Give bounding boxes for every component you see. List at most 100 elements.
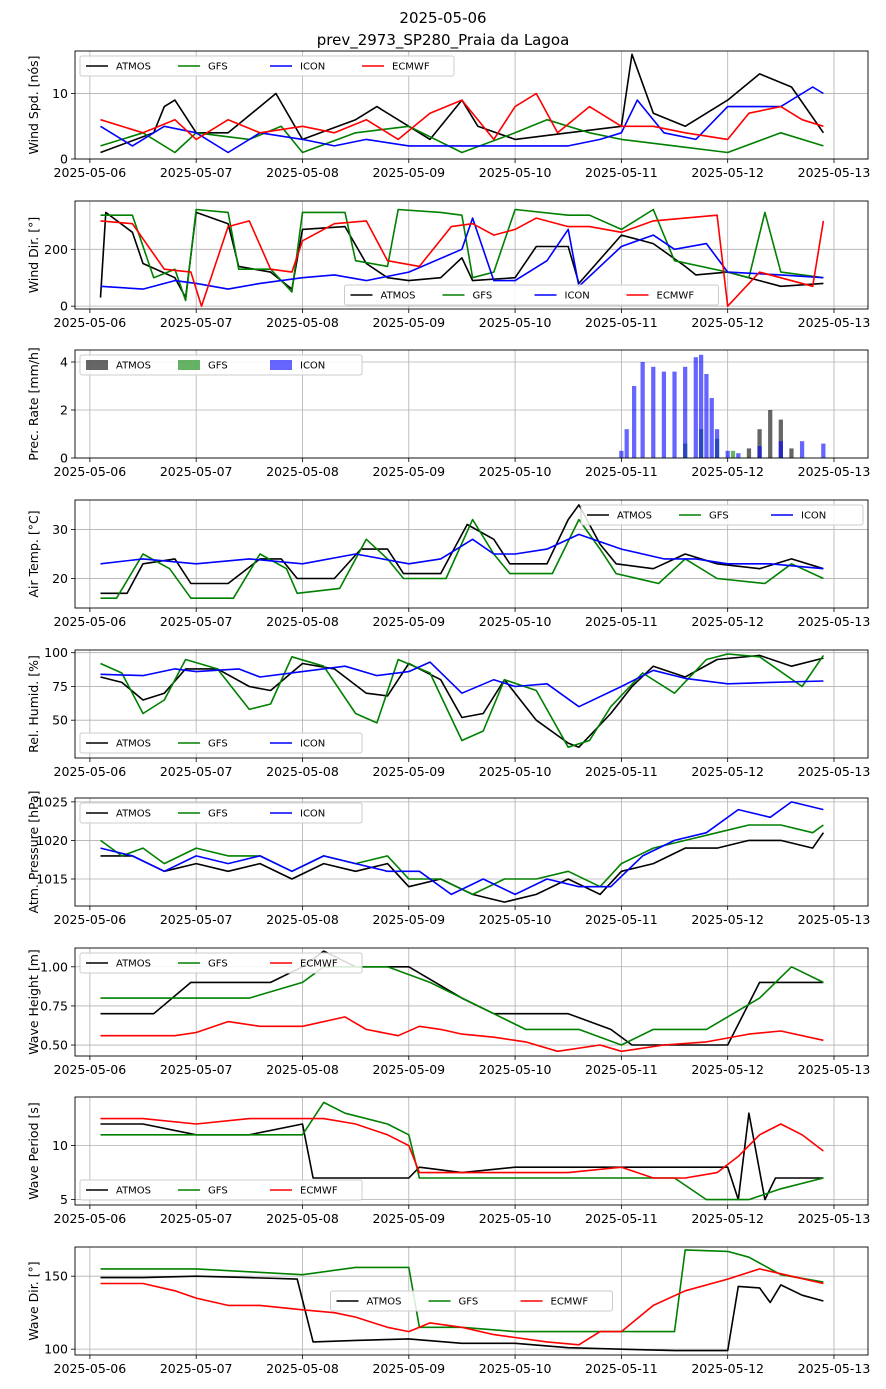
legend-label: ECMWF	[392, 62, 430, 73]
x-tick-label: 2025-05-10	[479, 1211, 552, 1226]
x-tick-label: 2025-05-08	[266, 912, 339, 927]
x-tick-label: 2025-05-11	[585, 912, 658, 927]
bar-icon	[640, 362, 645, 458]
x-tick-label: 2025-05-07	[160, 464, 233, 479]
axes-frame	[74, 947, 869, 1057]
legend-label: ATMOS	[116, 1186, 151, 1197]
legend-label: ECMWF	[300, 1186, 338, 1197]
legend-frame	[330, 1290, 613, 1312]
chart-panel: 2025-05-06 2025-05-07 2025-05-08 2025-05-09…	[26, 50, 871, 180]
x-tick-label: 2025-05-12	[691, 315, 764, 330]
bar-atmos	[768, 410, 773, 458]
x-tick-label: 2025-05-13	[798, 165, 871, 180]
y-tick-label: 100	[44, 1342, 68, 1357]
x-tick-label: 2025-05-09	[372, 614, 445, 629]
bar-atmos	[757, 429, 762, 458]
figure-title-line2: prev_2973_SP280_Praia da Lagoa	[317, 31, 570, 50]
plot-area	[100, 504, 824, 600]
axes-frame	[74, 1246, 869, 1356]
legend: ATMOS GFS ICON ECMWF	[79, 55, 455, 77]
legend: ATMOS GFS ICON	[79, 354, 363, 376]
x-tick-label: 2025-05-12	[691, 1211, 764, 1226]
legend-label: ATMOS	[381, 291, 416, 302]
x-tick-label: 2025-05-10	[479, 614, 552, 629]
legend-label: ATMOS	[367, 1297, 402, 1308]
y-tick-label: 1025	[36, 794, 68, 809]
series-line-ecmwf	[100, 92, 824, 141]
chart-panel: 2025-05-06 2025-05-07 2025-05-08 2025-05-09…	[26, 645, 870, 779]
x-tick-label: 2025-05-11	[585, 1062, 658, 1077]
bar-icon	[683, 366, 688, 458]
x-tick-label: 2025-05-07	[160, 315, 233, 330]
plot-area	[99, 208, 825, 308]
bar-icon	[661, 371, 667, 458]
y-tick-label: 200	[44, 242, 68, 257]
axes-frame	[74, 797, 869, 907]
axes-frame	[74, 649, 869, 759]
chart-panel: 2025-05-06 2025-05-07 2025-05-08 2025-05-09…	[26, 499, 871, 629]
x-tick-label: 2025-05-08	[266, 464, 339, 479]
x-tick-label: 2025-05-13	[798, 1211, 871, 1226]
x-tick-label: 2025-05-08	[266, 764, 339, 779]
legend-label: ECMWF	[300, 959, 338, 970]
legend-frame	[580, 504, 864, 526]
x-tick-label: 2025-05-06	[54, 165, 127, 180]
x-tick-label: 2025-05-12	[691, 1062, 764, 1077]
x-tick-label: 2025-05-13	[798, 912, 871, 927]
x-tick-label: 2025-05-13	[798, 464, 871, 479]
x-tick-label: 2025-05-08	[266, 1361, 339, 1376]
legend-swatch	[270, 360, 292, 370]
legend-frame	[79, 952, 363, 974]
legend-label: GFS	[208, 809, 228, 820]
x-tick-label: 2025-05-13	[798, 1361, 871, 1376]
x-tick-label: 2025-05-13	[798, 614, 871, 629]
x-tick-label: 2025-05-10	[479, 912, 552, 927]
y-axis-label: Wind Spd. [nós]	[26, 56, 41, 155]
plot-area	[100, 1249, 824, 1352]
x-tick-label: 2025-05-06	[54, 1211, 127, 1226]
bar-icon	[709, 398, 714, 458]
chart-panel: 2025-05-06 2025-05-07 2025-05-08 2025-05-09…	[26, 1246, 871, 1376]
y-tick-label: 1015	[36, 872, 68, 887]
series-line-atmos	[100, 53, 825, 154]
bar-icon	[821, 443, 826, 458]
series-line-ecmwf	[100, 1016, 824, 1053]
plot-area	[100, 1101, 824, 1201]
y-axis-label: Air Temp. [°C]	[26, 510, 41, 597]
y-axis-label: Rel. Humid. [%]	[26, 655, 41, 753]
x-tick-label: 2025-05-09	[372, 1361, 445, 1376]
x-tick-label: 2025-05-12	[691, 464, 764, 479]
x-tick-label: 2025-05-07	[160, 614, 233, 629]
series-line-gfs	[100, 824, 824, 896]
legend-label: GFS	[208, 739, 228, 750]
y-tick-label: 1020	[36, 833, 68, 848]
bar-icon	[799, 441, 805, 458]
y-tick-label: 0	[60, 451, 68, 466]
y-tick-label: 0	[60, 299, 68, 314]
series-line-ecmwf	[100, 214, 825, 308]
x-tick-label: 2025-05-09	[372, 464, 445, 479]
x-tick-label: 2025-05-11	[585, 165, 658, 180]
series-line-atmos	[100, 832, 825, 903]
x-tick-label: 2025-05-11	[585, 315, 658, 330]
bar-atmos	[778, 419, 783, 458]
legend-label: GFS	[208, 62, 228, 73]
x-tick-label: 2025-05-12	[691, 912, 764, 927]
x-tick-label: 2025-05-09	[372, 764, 445, 779]
x-tick-label: 2025-05-08	[266, 614, 339, 629]
series-line-atmos	[100, 504, 824, 595]
x-tick-label: 2025-05-11	[585, 1211, 658, 1226]
y-tick-label: 0	[60, 152, 68, 167]
x-tick-label: 2025-05-07	[160, 1211, 233, 1226]
x-tick-label: 2025-05-06	[54, 315, 127, 330]
bar-icon	[704, 374, 709, 458]
bar-icon	[693, 357, 698, 458]
legend-label: GFS	[208, 1186, 228, 1197]
x-tick-label: 2025-05-11	[585, 1361, 658, 1376]
x-tick-label: 2025-05-11	[585, 614, 658, 629]
x-tick-label: 2025-05-10	[479, 464, 552, 479]
legend-frame	[79, 802, 363, 824]
bar-icon	[725, 450, 730, 458]
legend-frame	[344, 284, 719, 306]
